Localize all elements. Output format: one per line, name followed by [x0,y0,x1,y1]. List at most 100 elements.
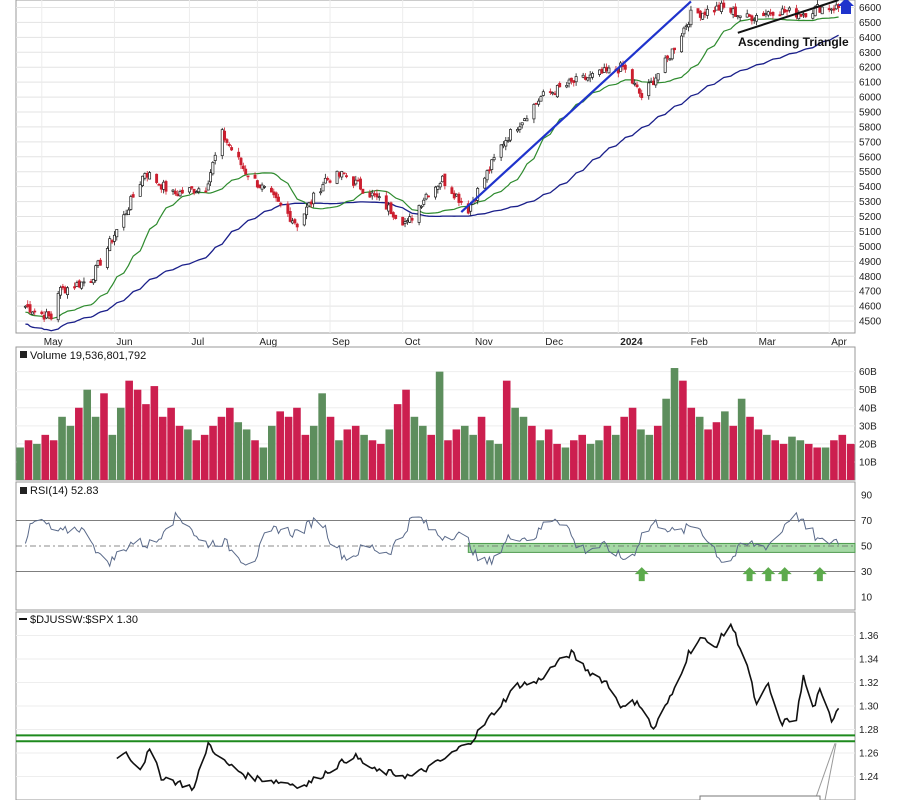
candle-body [204,190,208,193]
candle-body [820,6,824,15]
candle-body [127,209,130,216]
volume-bar [58,416,66,480]
volume-bar [779,443,788,480]
x-month-label: May [44,337,63,348]
candle-body [785,9,789,12]
volume-bar [234,422,243,480]
rsi-tick-label: 30 [861,567,873,578]
rsi-support-arrow-icon [634,567,649,582]
candle-body [771,11,775,16]
volume-bar [737,398,746,480]
volume-bar [662,398,670,480]
candle-body [209,172,212,183]
candle-body [703,11,707,16]
candle-body [689,9,693,26]
candle-body [23,305,27,308]
candle-body [40,311,44,315]
price-tick-label: 6400 [859,33,882,44]
candle-body [572,80,576,83]
candle-body [354,179,358,185]
candle-body [804,13,808,18]
candle-body [361,188,365,194]
candle-body [342,172,346,175]
candle-body [600,68,604,74]
candle-body [237,151,241,158]
volume-bar [402,389,410,480]
candle-body [450,187,454,194]
volume-bar [83,389,92,480]
price-tick-label: 5700 [859,137,882,148]
volume-bar [125,380,133,480]
candle-body [635,84,639,87]
candle-body [59,287,62,296]
candle-body [752,19,756,21]
volume-bar [108,434,117,480]
volume-bar [200,434,209,480]
volume-bar [687,407,696,480]
candle-body [375,193,379,198]
volume-tick-label: 20B [859,439,877,450]
candle-body [797,13,801,20]
breakout-arrow-icon [838,0,854,14]
candle-body [696,8,700,14]
candle-body [647,82,651,97]
volume-bar [477,416,486,480]
volume-bar [142,404,150,480]
candle-body [574,76,578,83]
candle-body [176,193,180,197]
volume-bar [679,380,687,480]
x-month-label: Mar [759,337,777,348]
candle-body [173,190,177,195]
candle-body [811,13,815,19]
volume-bar [49,440,58,480]
volume-panel: 10B 20B 30B 40B 50B 60B Volume 19,536,801,792 [15,346,877,481]
candle-body [337,172,341,177]
candle-body [736,15,740,18]
candle-body [555,85,559,98]
ratio-tick-label: 1.34 [859,655,879,666]
candle-body [509,129,512,141]
price-tick-label: 5800 [859,122,882,133]
candle-body [766,11,770,16]
candle-body [584,76,587,80]
candle-body [368,192,372,198]
volume-bar [268,425,276,480]
candle-body [312,192,316,205]
candle-body [673,47,676,51]
candle-body [403,221,407,224]
candle-body [211,162,215,175]
candle-body [565,84,569,88]
candle-body [581,74,585,78]
candle-body [652,80,655,86]
volume-bar [603,425,612,480]
candle-body [171,189,175,192]
volume-tick-label: 50B [859,385,877,396]
x-month-label: Jul [191,337,204,348]
volume-legend: Volume 19,536,801,792 [30,350,146,362]
volume-bar [536,440,545,480]
candle-body [745,13,749,18]
candle-body [434,186,437,198]
candle-body [75,282,79,287]
candle-body [670,48,674,60]
rsi-tick-label: 50 [861,542,873,553]
candle-body [569,77,573,82]
volume-bar [561,447,570,480]
volume-bar [653,425,662,480]
price-tick-label: 5000 [859,242,882,253]
ratio-tick-label: 1.24 [859,772,879,783]
candle-body [783,9,787,13]
candle-body [61,285,65,289]
volume-bar [452,429,461,480]
rsi-support-arrow-icon [777,567,792,582]
volume-bar [578,434,587,480]
candle-body [73,286,77,289]
candle-body [668,58,672,61]
candle-body [230,147,234,151]
volume-bar [209,425,217,480]
candle-body [80,281,84,289]
x-month-label: Dec [545,337,563,348]
candle-body [258,184,262,189]
candle-body [384,195,388,210]
candle-body [178,191,182,197]
